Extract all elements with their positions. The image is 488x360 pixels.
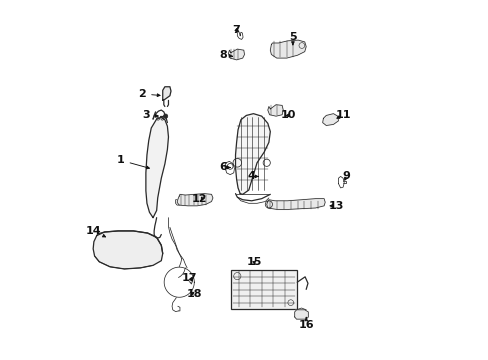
Text: 10: 10 — [280, 111, 295, 121]
Text: 16: 16 — [298, 318, 313, 330]
Text: 18: 18 — [186, 289, 202, 299]
Text: 9: 9 — [342, 171, 350, 181]
Text: 6: 6 — [219, 162, 229, 172]
Text: 8: 8 — [219, 50, 232, 60]
Polygon shape — [267, 105, 283, 116]
Circle shape — [163, 114, 167, 118]
Polygon shape — [294, 310, 308, 319]
Polygon shape — [145, 117, 168, 218]
Text: 1: 1 — [117, 155, 149, 169]
Polygon shape — [266, 199, 325, 210]
Polygon shape — [270, 40, 305, 58]
Text: 17: 17 — [182, 273, 197, 283]
Polygon shape — [177, 194, 212, 206]
Text: 2: 2 — [138, 89, 160, 99]
Text: 4: 4 — [247, 171, 258, 181]
Polygon shape — [235, 114, 270, 194]
Polygon shape — [228, 49, 244, 60]
Text: 13: 13 — [327, 201, 343, 211]
Text: 14: 14 — [86, 226, 105, 237]
Polygon shape — [163, 87, 171, 100]
Text: 7: 7 — [232, 25, 240, 35]
Polygon shape — [93, 231, 163, 269]
Text: 5: 5 — [288, 32, 296, 45]
Text: 11: 11 — [335, 111, 350, 121]
Text: 15: 15 — [246, 257, 262, 267]
Text: 3: 3 — [142, 111, 158, 121]
FancyBboxPatch shape — [230, 270, 297, 309]
Text: 12: 12 — [191, 194, 207, 204]
Polygon shape — [322, 114, 338, 126]
